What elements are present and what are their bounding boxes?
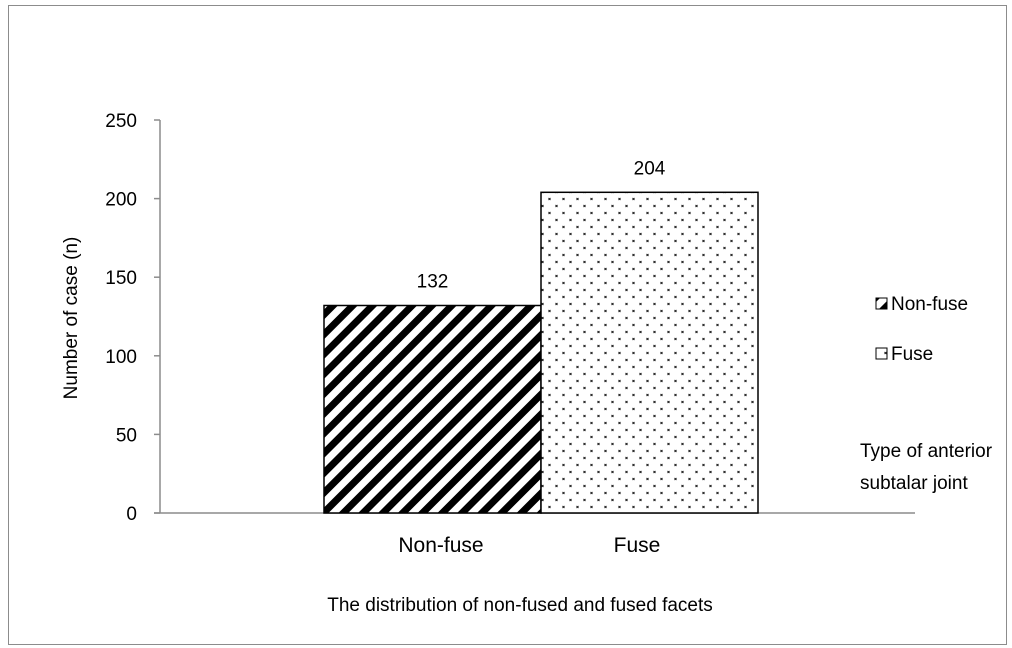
legend-swatch-non-fuse bbox=[875, 297, 888, 310]
legend-entry-non-fuse: Non-fuse bbox=[875, 294, 968, 315]
legend-entry-fuse: Fuse bbox=[875, 344, 933, 365]
x-tick-labels: Non-fuse Fuse bbox=[398, 534, 660, 557]
bar-non-fuse bbox=[323, 304, 542, 514]
bars bbox=[323, 191, 759, 514]
legend-swatch-fuse bbox=[875, 347, 888, 360]
bar-fuse bbox=[540, 191, 759, 514]
legend-label-fuse: Fuse bbox=[891, 344, 933, 365]
y-tick-label: 150 bbox=[105, 268, 137, 289]
data-label: 132 bbox=[417, 271, 449, 292]
data-labels: 132 204 bbox=[417, 158, 666, 292]
y-tick-label: 0 bbox=[126, 504, 137, 525]
y-tick-label: 200 bbox=[105, 190, 137, 211]
y-ticks: 0 50 100 150 200 250 bbox=[105, 111, 160, 525]
x-axis-title: The distribution of non-fused and fused … bbox=[327, 595, 713, 616]
x-tick-label: Fuse bbox=[614, 534, 661, 557]
legend-label-non-fuse: Non-fuse bbox=[891, 294, 968, 315]
data-label: 204 bbox=[634, 158, 666, 179]
y-tick-label: 100 bbox=[105, 347, 137, 368]
legend-title-line-2: subtalar joint bbox=[860, 473, 968, 494]
y-tick-label: 50 bbox=[116, 425, 137, 446]
x-tick-label: Non-fuse bbox=[398, 534, 483, 557]
y-axis-title: Number of case (n) bbox=[61, 237, 82, 400]
y-tick-label: 250 bbox=[105, 111, 137, 132]
legend-title-line-1: Type of anterior bbox=[860, 441, 993, 462]
legend: Non-fuse Fuse Type of anterior subtalar … bbox=[860, 294, 993, 494]
